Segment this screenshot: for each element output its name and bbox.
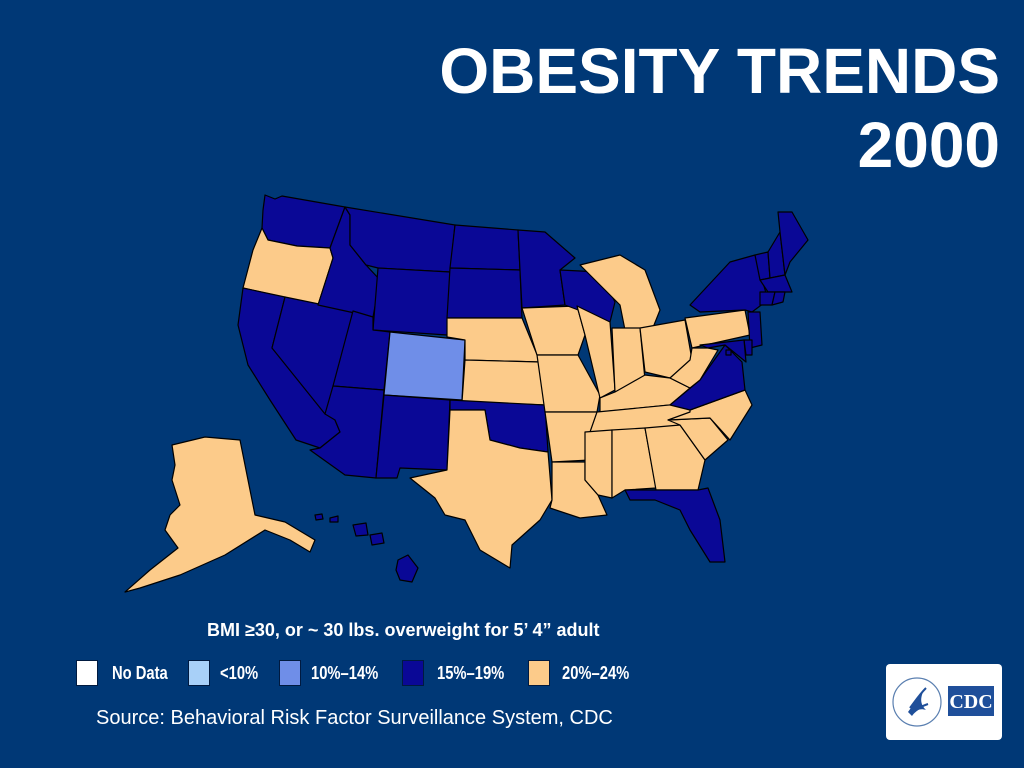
state-ME xyxy=(777,211,809,276)
legend-swatch-20-24 xyxy=(528,660,550,686)
state-AL xyxy=(611,427,657,499)
state-HI xyxy=(314,513,419,583)
state-AK xyxy=(124,436,316,593)
legend-swatch-lt10 xyxy=(188,660,210,686)
state-GA xyxy=(644,424,706,491)
state-FL xyxy=(624,487,726,563)
legend-swatch-no-data xyxy=(76,660,98,686)
state-MO xyxy=(536,354,601,413)
cdc-logo-text: CDC xyxy=(949,691,992,713)
state-NM xyxy=(375,394,451,479)
title-line-1: OBESITY TRENDS xyxy=(439,35,1000,107)
legend-swatch-15-19 xyxy=(402,660,424,686)
legend: No Data <10% 10%–14% 15%–19% 20%–24% xyxy=(0,658,700,690)
state-CO xyxy=(383,331,466,401)
state-WV xyxy=(669,347,719,389)
state-RI xyxy=(771,291,786,306)
state-NC xyxy=(667,389,753,441)
state-ND xyxy=(449,224,521,271)
state-SD xyxy=(446,267,523,319)
legend-label-10-14: 10%–14% xyxy=(311,663,379,683)
page-title: OBESITY TRENDS 2000 xyxy=(439,34,1000,182)
state-NJ xyxy=(747,311,763,349)
state-MD xyxy=(699,339,747,363)
state-WY xyxy=(372,267,451,336)
source-citation: Source: Behavioral Risk Factor Surveilla… xyxy=(96,707,613,729)
legend-label-no-data: No Data xyxy=(112,663,168,683)
state-TX xyxy=(409,409,553,569)
legend-swatch-10-14 xyxy=(279,660,301,686)
hhs-eagle-icon: CDC xyxy=(892,677,994,727)
title-line-2: 2000 xyxy=(857,109,1000,181)
cdc-logo: CDC xyxy=(886,664,1002,740)
state-IL xyxy=(576,305,616,399)
legend-label-15-19: 15%–19% xyxy=(437,663,505,683)
state-MA xyxy=(759,274,793,293)
legend-label-20-24: 20%–24% xyxy=(562,663,630,683)
legend-label-lt10: <10% xyxy=(220,663,259,683)
bmi-definition: BMI ≥30, or ~ 30 lbs. overweight for 5’ … xyxy=(207,620,600,640)
state-MI xyxy=(579,254,661,331)
state-MS xyxy=(584,429,613,499)
state-KS xyxy=(461,359,546,406)
state-NY xyxy=(689,254,769,313)
state-DC xyxy=(725,349,732,356)
